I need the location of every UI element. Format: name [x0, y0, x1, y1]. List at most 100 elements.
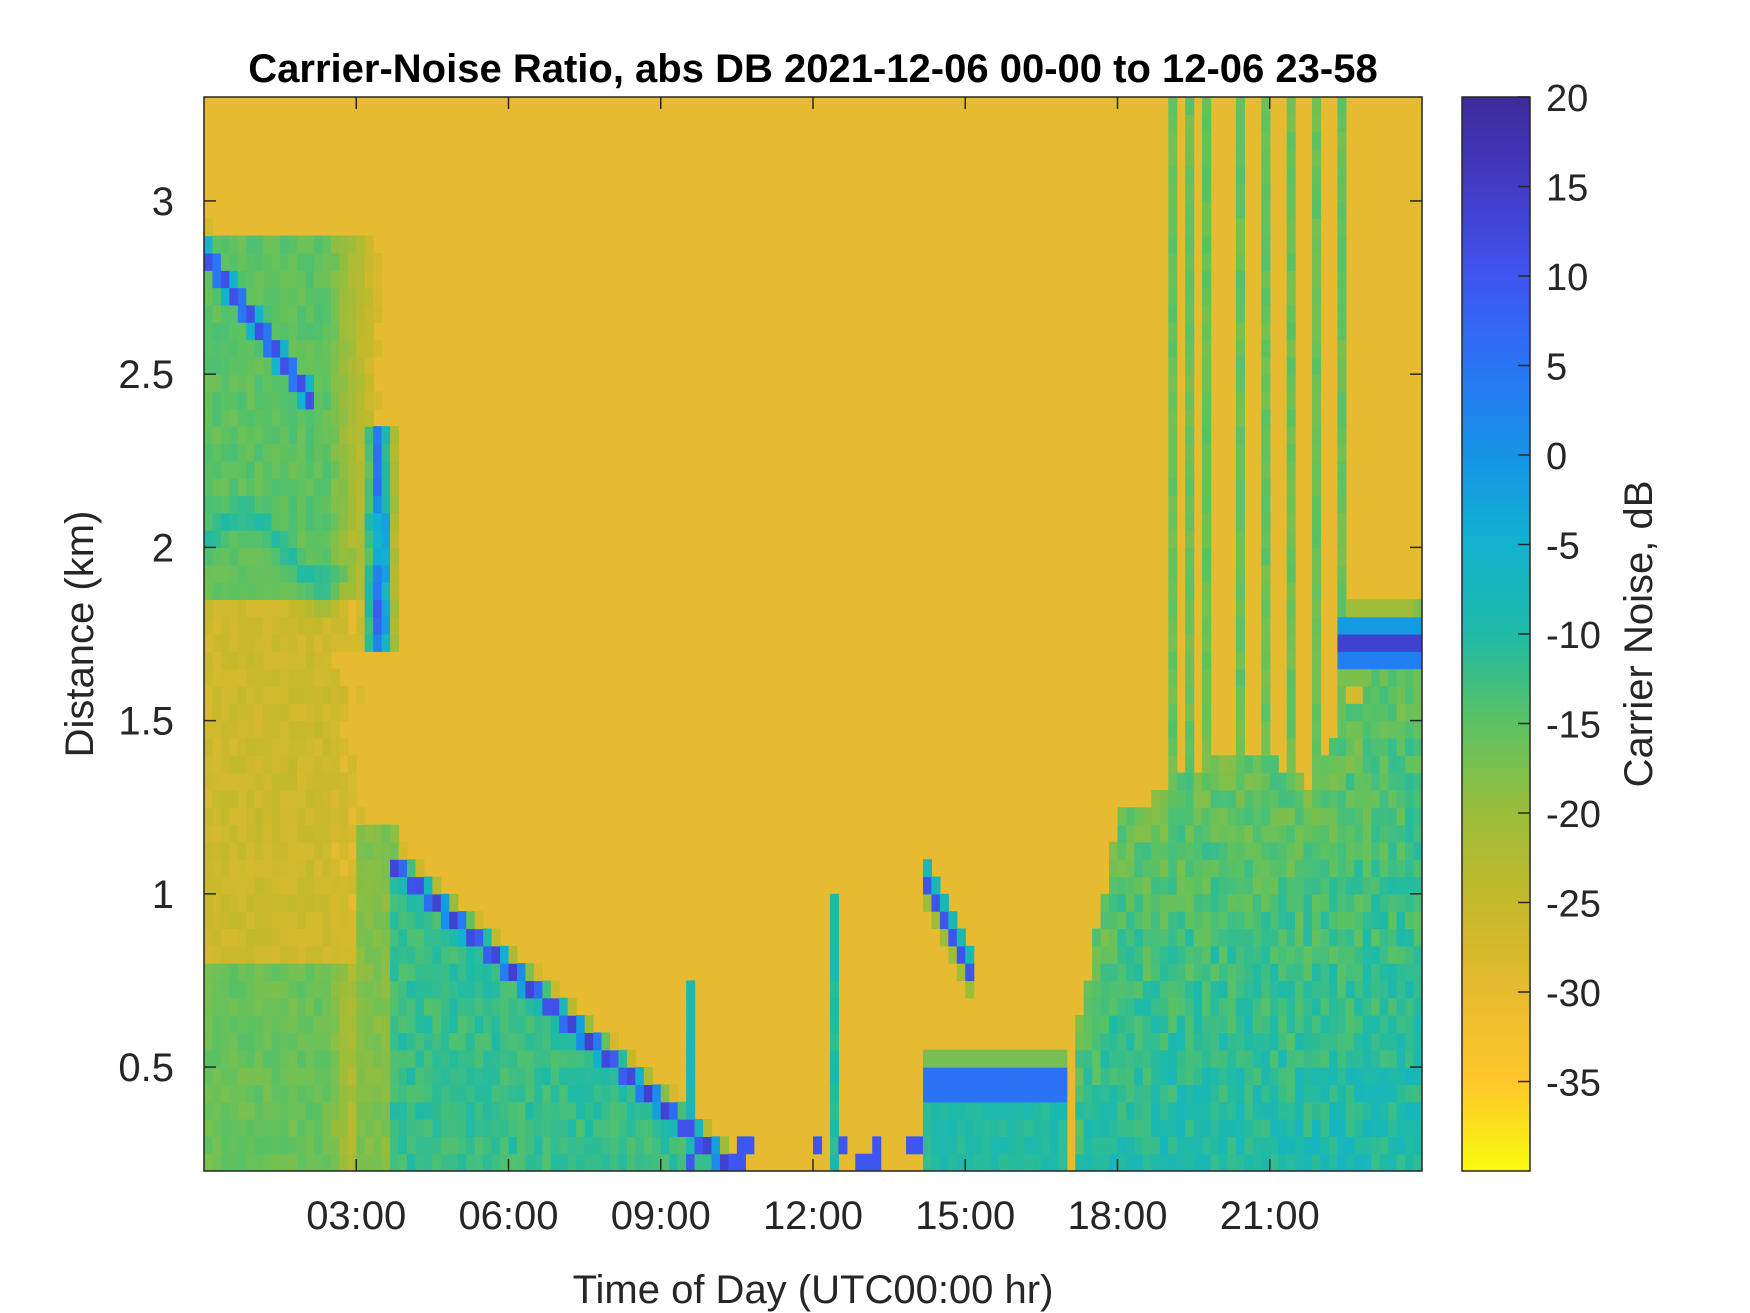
heatmap-cell	[1176, 824, 1186, 843]
heatmap-cell	[508, 1015, 518, 1034]
heatmap-cell	[322, 599, 332, 618]
heatmap-cell	[449, 1015, 459, 1034]
heatmap-cell	[533, 1084, 543, 1103]
heatmap-cell	[254, 1101, 264, 1120]
heatmap-cell	[533, 997, 543, 1016]
heatmap-cell	[1278, 1084, 1288, 1103]
heatmap-cell	[204, 789, 214, 808]
heatmap-cell	[263, 564, 273, 583]
heatmap-cell	[254, 512, 264, 531]
heatmap-cell	[390, 824, 400, 843]
heatmap-cell	[1168, 460, 1178, 479]
heatmap-cell	[322, 460, 332, 479]
heatmap-cell	[973, 1067, 983, 1085]
heatmap-cell	[212, 841, 222, 860]
heatmap-cell	[1362, 911, 1372, 930]
heatmap-cell	[1193, 1119, 1203, 1137]
heatmap-cell	[204, 911, 214, 930]
heatmap-cell	[1354, 668, 1364, 687]
heatmap-cell	[220, 564, 230, 583]
heatmap-cell	[373, 1136, 383, 1155]
heatmap-cell	[254, 478, 264, 497]
heatmap-cell	[415, 859, 425, 878]
heatmap-cell	[407, 1084, 417, 1103]
heatmap-cell	[1235, 1049, 1245, 1068]
heatmap-cell	[237, 737, 247, 756]
heatmap-cell	[432, 911, 442, 930]
heatmap-cell	[263, 495, 273, 514]
heatmap-cell	[204, 1119, 214, 1137]
heatmap-cell	[1312, 460, 1322, 479]
heatmap-cell	[237, 668, 247, 687]
heatmap-cell	[1185, 824, 1195, 843]
heatmap-cell	[254, 789, 264, 808]
heatmap-cell	[1049, 1136, 1059, 1155]
heatmap-cell	[1405, 911, 1415, 930]
heatmap-cell	[390, 547, 400, 566]
heatmap-cell	[313, 980, 324, 999]
heatmap-cell	[626, 1084, 636, 1103]
heatmap-cell	[339, 928, 349, 947]
heatmap-cell	[948, 911, 958, 930]
heatmap-cell	[1371, 668, 1381, 687]
heatmap-cell	[347, 304, 357, 323]
heatmap-cell	[1185, 270, 1195, 289]
heatmap-cell	[491, 1119, 501, 1137]
heatmap-cell	[457, 1136, 467, 1155]
heatmap-cell	[593, 1101, 603, 1120]
heatmap-cell	[1227, 1015, 1237, 1034]
heatmap-cell	[280, 1049, 290, 1068]
heatmap-cell	[1261, 685, 1271, 704]
heatmap-cell	[381, 963, 391, 982]
heatmap-cell	[1125, 928, 1136, 947]
heatmap-cell	[1168, 1119, 1178, 1137]
y-tick-label: 1	[152, 873, 174, 917]
heatmap-cell	[1151, 859, 1161, 878]
heatmap-cell	[863, 1153, 873, 1171]
heatmap-cell	[914, 1136, 924, 1155]
heatmap-cell	[1168, 530, 1178, 548]
heatmap-cell	[390, 564, 400, 583]
heatmap-cell	[220, 235, 230, 254]
heatmap-cell	[1286, 582, 1296, 600]
heatmap-cell	[1185, 582, 1195, 600]
heatmap-cell	[313, 322, 324, 341]
heatmap-cell	[297, 1136, 307, 1155]
heatmap-cell	[1202, 876, 1212, 895]
heatmap-cell	[1345, 859, 1355, 878]
heatmap-cell	[1109, 859, 1119, 878]
heatmap-cell	[1286, 252, 1296, 271]
heatmap-cell	[246, 1084, 256, 1103]
heatmap-cell	[1362, 841, 1372, 860]
heatmap-cell	[271, 876, 281, 895]
heatmap-cell	[237, 374, 247, 393]
heatmap-cell	[364, 616, 374, 635]
heatmap-cell	[999, 1067, 1009, 1085]
heatmap-cell	[1142, 841, 1152, 860]
heatmap-cell	[356, 1153, 366, 1171]
heatmap-cell	[516, 1119, 527, 1137]
heatmap-cell	[220, 1084, 230, 1103]
heatmap-cell	[254, 426, 264, 445]
heatmap-cell	[1261, 807, 1271, 826]
heatmap-cell	[1312, 772, 1322, 791]
heatmap-cell	[1235, 807, 1245, 826]
heatmap-cell	[1176, 859, 1186, 878]
heatmap-cell	[305, 945, 315, 964]
heatmap-cell	[1261, 859, 1271, 878]
heatmap-cell	[1371, 1032, 1381, 1051]
heatmap-cell	[313, 651, 324, 670]
heatmap-cell	[1185, 651, 1195, 670]
heatmap-cell	[1168, 1101, 1178, 1120]
heatmap-cell	[813, 1136, 823, 1155]
heatmap-cell	[719, 1153, 730, 1171]
heatmap-cell	[271, 824, 281, 843]
heatmap-cell	[280, 599, 290, 618]
heatmap-cell	[508, 1101, 518, 1120]
heatmap-cell	[407, 997, 417, 1016]
heatmap-cell	[1092, 1032, 1102, 1051]
heatmap-cell	[254, 495, 264, 514]
heatmap-cell	[373, 1032, 383, 1051]
heatmap-cell	[1379, 634, 1389, 652]
heatmap-cell	[1362, 980, 1372, 999]
